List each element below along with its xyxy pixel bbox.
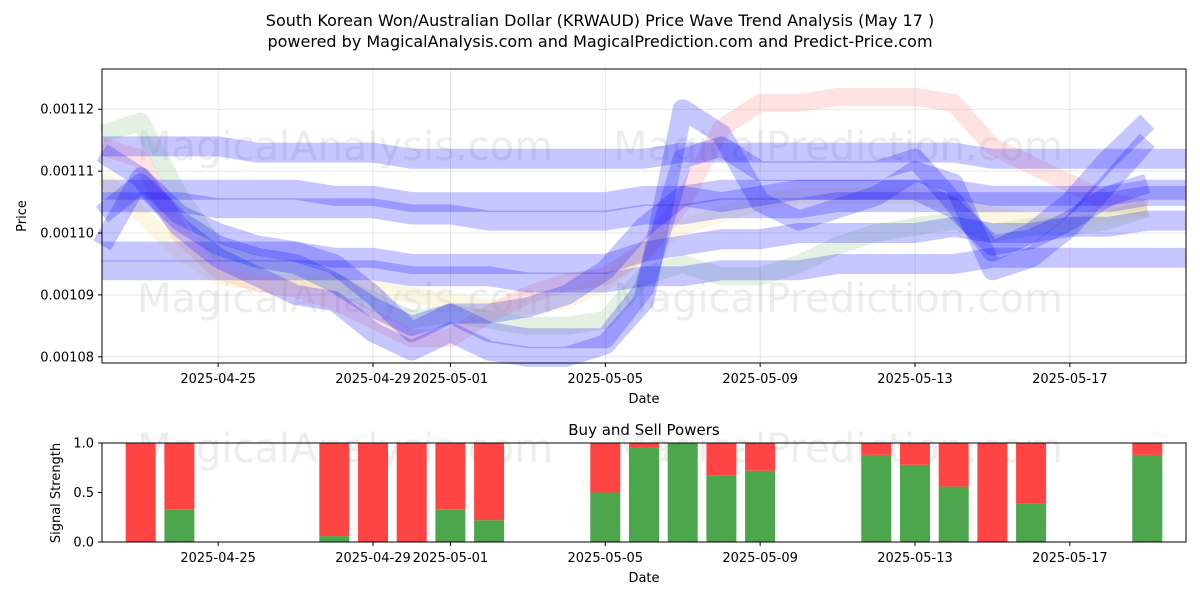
buy-bar (590, 492, 621, 542)
x-tick-label: 2025-05-17 (1032, 372, 1108, 387)
y-tick-label: 0.00112 (40, 103, 94, 118)
x-tick-label: 2025-05-09 (722, 551, 798, 566)
bottom-x-ticks: 2025-04-25 2025-04-29 2025-05-01 2025-05-05… (180, 542, 1108, 566)
sell-bar (1016, 443, 1047, 504)
bottom-chart-title: Buy and Sell Powers (568, 421, 720, 439)
watermark-text: MagicalPrediction.com (613, 276, 1063, 322)
buy-bar (861, 454, 892, 542)
bottom-bars-group (125, 443, 1163, 542)
top-grid (102, 69, 1186, 363)
chart-title: South Korean Won/Australian Dollar (KRWA… (266, 11, 934, 30)
buy-bar (900, 464, 930, 542)
wave-series-blue-5 (95, 173, 1151, 336)
sell-bar (1132, 443, 1163, 455)
buy-sell-chart: Buy and Sell Powers MagicalAnalysis.com … (49, 421, 1187, 586)
wave-series-blue-3 (93, 114, 1155, 349)
x-tick-label: 2025-04-25 (180, 551, 256, 566)
wave-series-red-0 (99, 87, 1149, 348)
chart-subtitle: powered by MagicalAnalysis.com and Magic… (267, 32, 932, 51)
top-y-axis-label: Price (15, 200, 30, 232)
wave-series-blue-8 (102, 185, 1186, 231)
y-tick-label: 0.00110 (40, 227, 94, 242)
x-tick-label: 2025-05-01 (413, 372, 489, 387)
bottom-x-axis-label: Date (628, 571, 659, 586)
y-tick-label: 1.0 (73, 437, 94, 452)
buy-bar (435, 509, 466, 542)
buy-bar (629, 447, 659, 542)
sell-bar (590, 443, 621, 493)
watermark-text: MagicalAnalysis.com (137, 276, 553, 322)
buy-bar (1016, 503, 1047, 542)
sell-bar (629, 443, 659, 448)
x-tick-label: 2025-04-29 (335, 551, 411, 566)
watermark-text: MagicalAnalysis.com (137, 124, 553, 170)
wave-series-yellow-2 (96, 171, 1149, 316)
sell-bar (745, 443, 776, 471)
wave-series-blue-9 (102, 210, 1186, 274)
bottom-y-ticks: 0.0 0.5 1.0 (73, 437, 102, 551)
top-x-ticks: 2025-04-25 2025-04-29 2025-05-01 2025-05-05… (180, 363, 1108, 387)
top-plot-frame (101, 68, 1187, 364)
top-watermarks: MagicalAnalysis.com MagicalPrediction.co… (137, 124, 1063, 322)
sell-bar (164, 443, 195, 510)
buy-bar (706, 475, 737, 542)
y-tick-label: 0.00109 (40, 288, 94, 303)
wave-series-green-1 (99, 112, 1151, 335)
wave-series-blue-10 (102, 247, 1186, 293)
sell-bar (938, 443, 969, 487)
x-tick-label: 2025-05-13 (877, 551, 953, 566)
price-wave-chart: MagicalAnalysis.com MagicalPrediction.co… (15, 68, 1187, 407)
buy-bar (319, 536, 350, 542)
x-tick-label: 2025-05-09 (722, 372, 798, 387)
wave-series-blue-4 (96, 99, 1155, 367)
x-tick-label: 2025-05-01 (413, 551, 489, 566)
sell-bar (396, 443, 427, 542)
sell-bar (435, 443, 466, 510)
buy-bar (474, 520, 505, 542)
sell-bar (706, 443, 737, 476)
y-tick-label: 0.00111 (40, 165, 94, 180)
y-tick-label: 0.0 (73, 536, 94, 551)
top-series-group (93, 87, 1186, 367)
y-tick-label: 0.00108 (40, 350, 94, 365)
x-tick-label: 2025-05-17 (1032, 551, 1108, 566)
buy-bar (667, 443, 698, 542)
bottom-y-axis-label: Signal Strength (49, 443, 64, 543)
sell-bar (861, 443, 892, 455)
wave-series-blue-6 (102, 136, 1186, 169)
top-y-ticks: 0.00108 0.00109 0.00110 0.00111 0.00112 (40, 103, 102, 365)
x-tick-label: 2025-05-05 (568, 372, 644, 387)
x-tick-label: 2025-05-13 (877, 372, 953, 387)
sell-bar (358, 443, 388, 542)
watermark-text: MagicalPrediction.com (613, 124, 1063, 170)
x-tick-label: 2025-05-05 (568, 551, 644, 566)
sell-bar (977, 443, 1008, 542)
buy-bar (164, 509, 195, 542)
sell-bar (125, 443, 156, 542)
sell-bar (474, 443, 505, 521)
wave-series-blue-7 (102, 179, 1186, 213)
buy-bar (745, 470, 776, 542)
buy-bar (1132, 454, 1163, 542)
sell-bar (319, 443, 350, 537)
y-tick-label: 0.5 (73, 486, 94, 501)
x-tick-label: 2025-04-25 (180, 372, 256, 387)
buy-bar (938, 486, 969, 542)
sell-bar (900, 443, 930, 465)
top-x-axis-label: Date (628, 392, 659, 407)
x-tick-label: 2025-04-29 (335, 372, 411, 387)
